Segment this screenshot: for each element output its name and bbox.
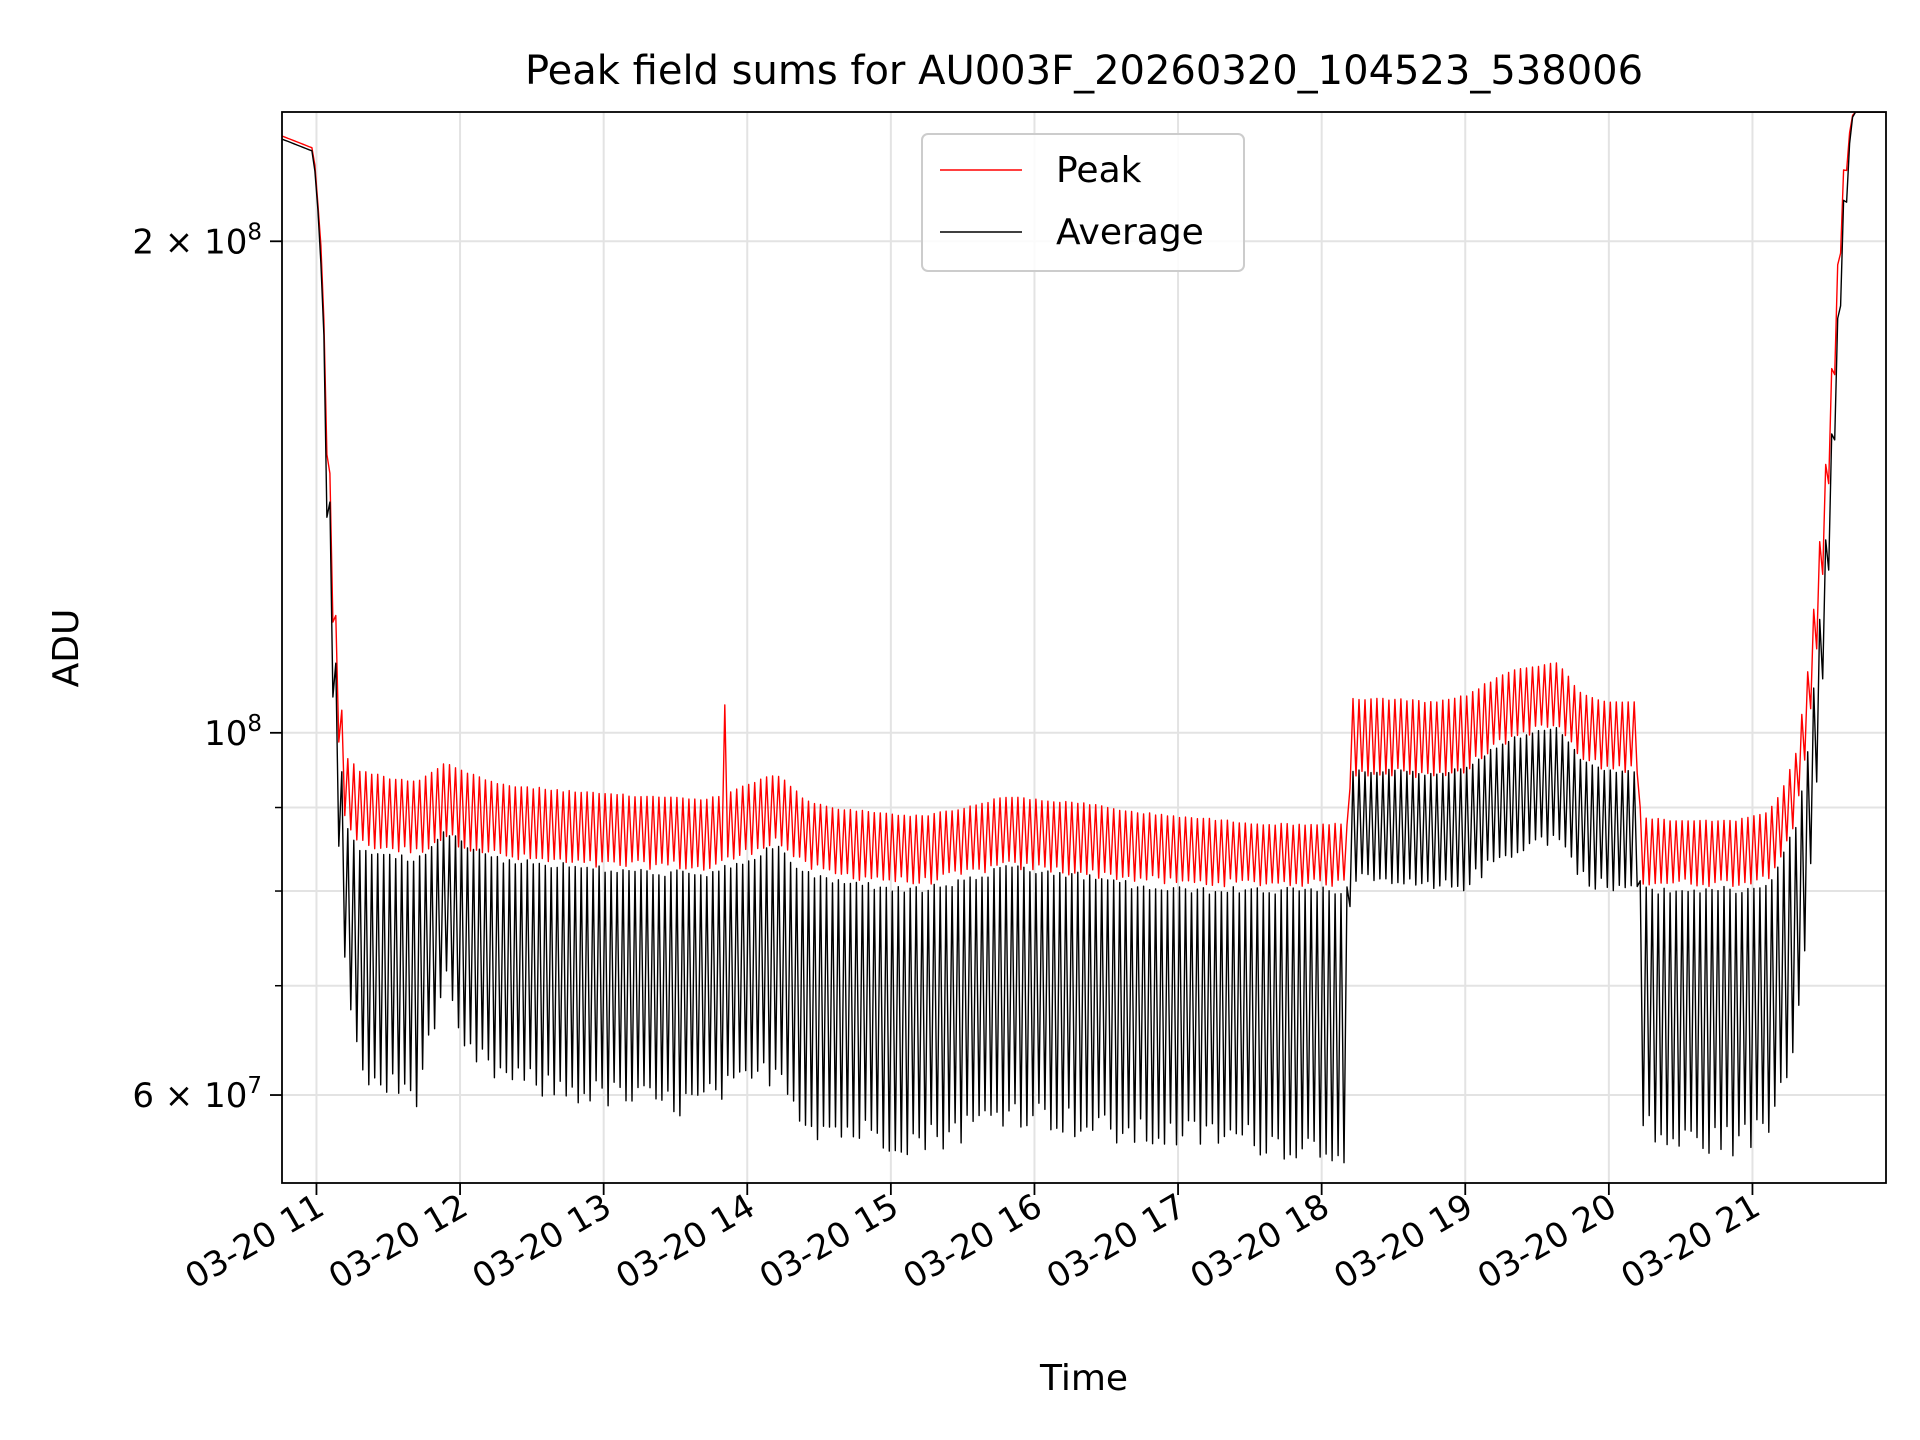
plot-frame [281, 111, 1887, 1184]
series-line-peak [282, 112, 1886, 888]
legend-box [921, 133, 1245, 272]
y-tick-label: 108 [204, 711, 262, 754]
y-axis-label: ADU [46, 609, 87, 688]
y-tick-label: 2 × 108 [132, 219, 262, 262]
plot-series [282, 112, 1886, 1164]
series-line-average [282, 112, 1886, 1164]
y-tick-label: 6 × 107 [132, 1073, 262, 1116]
x-axis-label: Time [1039, 1358, 1128, 1399]
legend-label-peak: Peak [1056, 150, 1142, 191]
chart-title: Peak field sums for AU003F_20260320_1045… [525, 48, 1643, 94]
legend: Peak Average [921, 133, 1245, 272]
legend-label-average: Average [1056, 212, 1204, 253]
